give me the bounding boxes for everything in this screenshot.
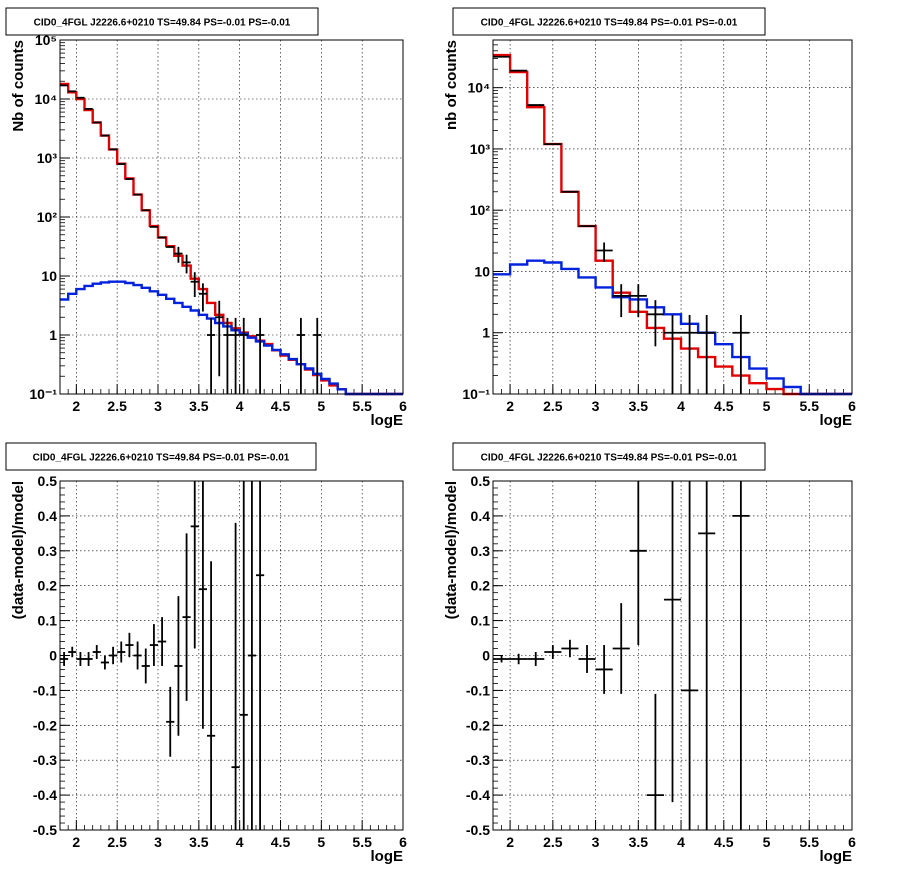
x-tick-label: 6 [848,834,856,850]
x-tick-label: 2.5 [543,834,563,850]
chart-title: CID0_4FGL J2226.6+0210 TS=49.84 PS=-0.01… [481,18,738,29]
x-tick-label: 6 [848,398,856,414]
x-tick-label: 2 [506,398,514,414]
panel-top-left: CID0_4FGL J2226.6+0210 TS=49.84 PS=-0.01… [5,7,407,429]
x-tick-label: 6 [399,398,407,414]
x-tick-label: 5 [317,398,325,414]
y-tick-label: 0 [482,648,490,664]
y-tick-label: -0.3 [466,752,490,768]
y-tick-label: 1 [482,325,490,341]
y-axis-label: Nb of counts [10,40,27,132]
x-tick-label: 4.5 [714,398,734,414]
y-tick-label: 10⁵ [35,32,57,48]
component-histogram [493,259,852,396]
y-tick-label: 10⁻¹ [462,386,490,402]
x-tick-label: 5 [317,834,325,850]
title-box [452,7,766,36]
y-tick-label: 10⁻¹ [29,386,57,402]
y-tick-label: 0.4 [471,508,491,524]
y-tick-label: -0.5 [466,822,490,838]
y-tick-label: 0.3 [471,543,491,559]
y-tick-label: -0.4 [33,787,57,803]
plot-frame [492,39,853,395]
x-tick-label: 2 [72,834,80,850]
title-box [5,7,319,36]
y-tick-label: 1 [49,327,57,343]
component-histogram [60,280,403,396]
chart-title: CID0_4FGL J2226.6+0210 TS=49.84 PS=-0.01… [481,453,738,464]
y-tick-label: 0.5 [471,473,491,489]
x-tick-label: 2 [506,834,514,850]
x-axis-label: logE [820,412,853,429]
y-tick-label: 0.2 [38,578,58,594]
y-tick-label: 0.2 [471,578,491,594]
y-tick-label: 10⁴ [35,91,58,107]
x-tick-label: 6 [399,834,407,850]
x-tick-label: 5.5 [352,398,372,414]
y-tick-label: 10 [474,263,490,279]
y-tick-label: -0.1 [466,682,490,698]
x-tick-label: 3 [592,834,600,850]
y-axis-label: (data-model)/model [10,481,27,619]
x-tick-label: 3 [154,834,162,850]
y-tick-label: -0.5 [33,822,57,838]
panel-bottom-right: CID0_4FGL J2226.6+0210 TS=49.84 PS=-0.01… [443,442,856,865]
x-tick-label: 3 [592,398,600,414]
y-tick-label: -0.3 [33,752,57,768]
y-tick-label: 0.5 [38,473,58,489]
y-tick-label: 0.4 [38,508,58,524]
title-box [5,442,317,471]
chart-title: CID0_4FGL J2226.6+0210 TS=49.84 PS=-0.01… [33,453,290,464]
y-tick-label: 10⁴ [468,80,491,96]
x-tick-label: 4.5 [271,834,291,850]
x-tick-label: 5.5 [800,398,820,414]
x-tick-label: 2.5 [543,398,563,414]
x-tick-label: 3 [154,398,162,414]
y-tick-label: 0 [49,648,57,664]
x-tick-label: 4 [236,834,244,850]
y-tick-label: 10 [41,268,57,284]
x-tick-label: 5.5 [800,834,820,850]
plot-frame [492,480,853,831]
x-tick-label: 4.5 [714,834,734,850]
x-tick-label: 5.5 [352,834,372,850]
x-tick-label: 3.5 [189,834,209,850]
x-tick-label: 3.5 [629,398,649,414]
x-tick-label: 4.5 [271,398,291,414]
y-tick-label: 0.3 [38,543,58,559]
model-histogram [60,82,403,396]
panel-top-right: CID0_4FGL J2226.6+0210 TS=49.84 PS=-0.01… [443,7,856,429]
y-tick-label: -0.2 [466,717,490,733]
x-tick-label: 2 [72,398,80,414]
y-tick-label: 10² [37,209,58,225]
x-tick-label: 3.5 [189,398,209,414]
y-tick-label: -0.1 [33,682,57,698]
chart-title: CID0_4FGL J2226.6+0210 TS=49.84 PS=-0.01… [34,18,291,29]
y-tick-label: 10³ [470,141,491,157]
y-axis-label: nb of counts [443,40,460,130]
plot-frame [59,39,404,395]
y-tick-label: -0.4 [466,787,490,803]
x-axis-label: logE [820,848,853,865]
x-axis-label: logE [371,848,404,865]
x-tick-label: 5 [763,398,771,414]
y-axis-label: (data-model)/model [443,481,460,619]
title-box [452,442,766,471]
x-tick-label: 4 [236,398,244,414]
x-tick-label: 2.5 [107,398,127,414]
y-tick-label: 0.1 [38,613,58,629]
x-tick-label: 4 [677,834,685,850]
x-axis-label: logE [371,412,404,429]
y-tick-label: -0.2 [33,717,57,733]
y-tick-label: 0.1 [471,613,491,629]
x-tick-label: 5 [763,834,771,850]
x-tick-label: 4 [677,398,685,414]
y-tick-label: 10³ [37,150,58,166]
x-tick-label: 3.5 [629,834,649,850]
panel-bottom-left: CID0_4FGL J2226.6+0210 TS=49.84 PS=-0.01… [5,442,407,865]
x-tick-label: 2.5 [107,834,127,850]
plot-frame [59,480,404,831]
y-tick-label: 10² [470,202,491,218]
